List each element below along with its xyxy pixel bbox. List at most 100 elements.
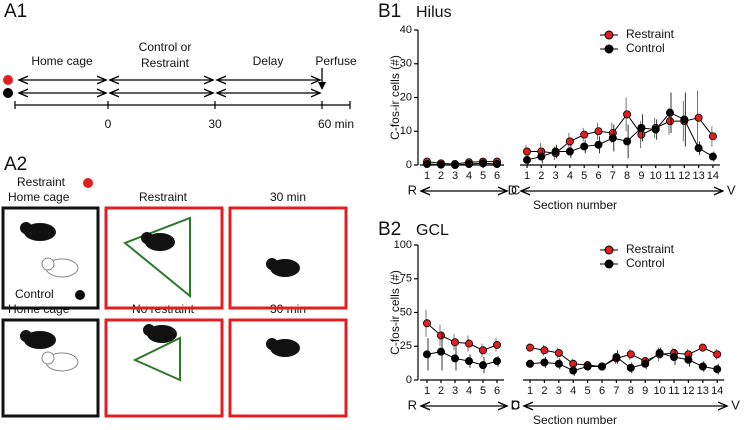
restraint-dot xyxy=(3,75,13,85)
phase-label: Home cage xyxy=(31,54,93,68)
data-point xyxy=(580,130,589,139)
data-point xyxy=(623,137,632,146)
panel-label: B2 xyxy=(378,219,401,240)
data-point xyxy=(565,137,574,146)
direction-label: C xyxy=(511,397,520,412)
x-tick-label: 13 xyxy=(692,170,704,182)
x-tick-label: 8 xyxy=(628,385,634,397)
panel-label: B1 xyxy=(378,1,401,22)
y-tick-label: 0 xyxy=(406,159,412,171)
x-tick-label: 6 xyxy=(595,170,601,182)
y-axis-label: C-fos-ir cells (#) xyxy=(388,55,402,140)
x-tick-label: 11 xyxy=(668,385,679,397)
x-tick-label: 14 xyxy=(711,385,723,397)
phase-label: Delay xyxy=(253,54,284,68)
legend-label: Restraint xyxy=(626,242,675,256)
rats xyxy=(20,222,300,372)
data-point xyxy=(594,127,603,136)
x-tick-label: 10 xyxy=(650,170,662,182)
data-point xyxy=(708,152,717,161)
data-point xyxy=(526,343,535,352)
panel-title: GCL xyxy=(416,222,449,239)
condition-boxes xyxy=(1,206,348,418)
x-tick-label: 6 xyxy=(494,385,500,397)
group-label: Control xyxy=(15,287,54,301)
data-point xyxy=(478,159,487,168)
y-axis-label: C-fos-ir cells (#) xyxy=(388,270,402,355)
x-tick-label: 3 xyxy=(452,170,458,182)
x-tick-label: 5 xyxy=(480,170,486,182)
data-point xyxy=(478,361,487,370)
timeline-arrows xyxy=(14,68,351,109)
x-tick-label: 3 xyxy=(553,170,559,182)
data-point xyxy=(637,130,646,139)
x-tick-label: 6 xyxy=(599,385,605,397)
data-point xyxy=(569,366,578,375)
data-point xyxy=(464,357,473,366)
data-point xyxy=(698,343,707,352)
x-tick-label: 5 xyxy=(581,170,587,182)
legend-marker xyxy=(604,44,614,54)
data-point xyxy=(626,350,635,359)
delay-label: 30 min xyxy=(270,190,306,204)
y-tick-label: 10 xyxy=(400,125,412,137)
legend-marker xyxy=(604,30,614,40)
data-point xyxy=(554,348,563,357)
data-point xyxy=(492,357,501,366)
control-dot xyxy=(75,290,85,300)
data-point xyxy=(492,159,501,168)
x-tick-label: 13 xyxy=(697,385,709,397)
control-dot xyxy=(3,88,13,98)
direction-label: D xyxy=(508,182,517,197)
cage-label: Home cage xyxy=(8,190,70,204)
data-point xyxy=(464,159,473,168)
y-tick-label: 50 xyxy=(400,306,412,318)
data-point xyxy=(583,362,592,371)
y-tick-label: 0 xyxy=(406,374,412,386)
data-point xyxy=(637,123,646,132)
x-tick-label: 7 xyxy=(613,385,619,397)
data-point xyxy=(540,346,549,355)
data-point xyxy=(554,359,563,368)
x-tick-label: 9 xyxy=(638,170,644,182)
phase-label: Control or xyxy=(139,40,192,54)
data-point xyxy=(694,144,703,153)
x-tick-label: 4 xyxy=(466,170,472,182)
data-point xyxy=(666,108,675,117)
data-point xyxy=(680,115,689,124)
x-tick-label: 2 xyxy=(538,170,544,182)
treatment-label: Restraint xyxy=(139,190,188,204)
data-point xyxy=(655,348,664,357)
data-point xyxy=(523,147,532,156)
y-tick-label: 75 xyxy=(400,273,412,285)
data-point xyxy=(713,365,722,374)
legend-marker xyxy=(604,245,614,255)
data-point xyxy=(708,132,717,141)
x-tick-label: 1 xyxy=(424,170,430,182)
data-point xyxy=(698,362,707,371)
x-tick-label: 9 xyxy=(642,385,648,397)
data-point xyxy=(598,362,607,371)
data-point xyxy=(450,354,459,363)
panel-label: A1 xyxy=(4,1,27,22)
data-point xyxy=(436,347,445,356)
restraint-dot xyxy=(83,178,93,188)
group-label: Restraint xyxy=(17,175,66,189)
data-point xyxy=(523,155,532,164)
data-point xyxy=(623,110,632,119)
data-point xyxy=(526,359,535,368)
data-point xyxy=(464,339,473,348)
x-tick-label: 5 xyxy=(585,385,591,397)
data-point xyxy=(694,113,703,122)
panel-label: A2 xyxy=(4,154,27,175)
data-point xyxy=(422,319,431,328)
legend-label: Restraint xyxy=(626,27,675,41)
data-point xyxy=(492,340,501,349)
x-tick-label: 2 xyxy=(438,170,444,182)
data-point xyxy=(450,160,459,169)
legend-label: Control xyxy=(626,41,665,55)
data-point xyxy=(551,147,560,156)
x-tick-label: 4 xyxy=(567,170,573,182)
x-tick-label: 3 xyxy=(452,385,458,397)
series-line xyxy=(426,351,498,366)
